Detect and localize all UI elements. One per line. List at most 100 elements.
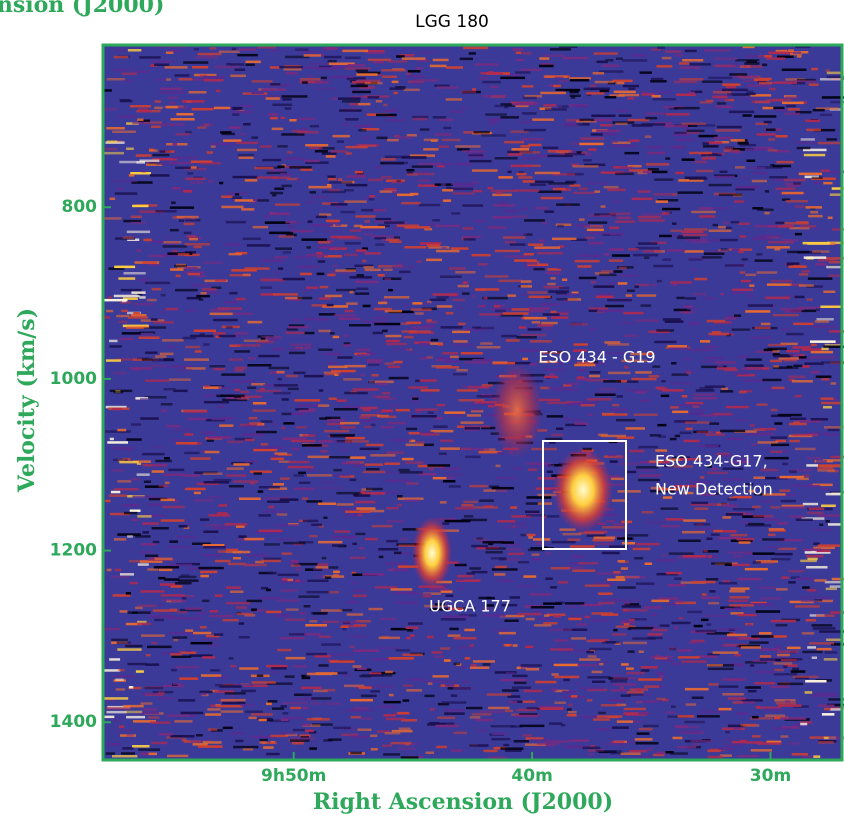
noise-stripe	[222, 133, 235, 136]
noise-stripe	[719, 638, 738, 641]
noise-stripe	[635, 738, 653, 741]
noise-stripe	[753, 561, 761, 564]
noise-stripe	[372, 374, 379, 377]
noise-stripe	[139, 296, 145, 299]
noise-stripe	[114, 488, 139, 491]
noise-stripe	[586, 92, 604, 95]
noise-stripe	[762, 379, 781, 382]
noise-stripe	[410, 634, 414, 637]
noise-stripe	[144, 481, 151, 484]
noise-stripe	[666, 518, 684, 521]
noise-stripe	[662, 554, 667, 557]
noise-stripe	[297, 404, 321, 407]
noise-stripe	[387, 404, 401, 407]
noise-stripe	[745, 55, 764, 58]
noise-stripe	[277, 371, 285, 374]
noise-stripe	[661, 525, 681, 528]
x-axis-label: Right Ascension (J2000)	[313, 789, 613, 815]
noise-stripe	[121, 289, 142, 292]
noise-stripe	[430, 299, 446, 302]
noise-stripe	[381, 158, 396, 161]
noise-stripe	[114, 56, 128, 59]
noise-stripe	[550, 48, 571, 51]
noise-stripe	[411, 351, 416, 354]
noise-stripe	[355, 171, 363, 174]
noise-stripe	[725, 564, 732, 567]
noise-stripe	[404, 336, 414, 339]
noise-stripe	[391, 439, 411, 442]
noise-stripe	[179, 617, 202, 620]
noise-stripe	[138, 108, 148, 111]
noise-stripe	[588, 753, 594, 756]
noise-stripe	[454, 637, 477, 640]
noise-stripe	[351, 85, 368, 88]
noise-stripe	[345, 236, 358, 239]
noise-stripe	[242, 433, 263, 436]
noise-stripe	[610, 680, 627, 683]
noise-stripe	[305, 346, 311, 349]
noise-stripe	[722, 516, 731, 519]
noise-stripe	[602, 413, 628, 416]
noise-stripe	[475, 288, 499, 291]
noise-stripe	[742, 258, 748, 261]
noise-stripe	[280, 637, 305, 640]
noise-stripe	[120, 573, 134, 576]
noise-stripe	[773, 81, 797, 84]
noise-stripe	[689, 152, 712, 155]
noise-stripe	[615, 220, 635, 223]
noise-stripe	[586, 232, 612, 235]
noise-stripe	[645, 135, 652, 138]
noise-stripe	[781, 659, 797, 662]
noise-stripe	[776, 188, 795, 191]
noise-stripe	[568, 618, 581, 621]
noise-stripe	[616, 217, 631, 220]
noise-stripe	[617, 720, 633, 723]
noise-stripe	[672, 622, 691, 625]
noise-stripe	[713, 91, 731, 94]
noise-stripe	[768, 52, 792, 55]
noise-stripe	[312, 617, 316, 620]
noise-stripe	[266, 753, 280, 756]
noise-stripe	[104, 697, 128, 700]
noise-stripe	[733, 727, 741, 730]
noise-stripe	[118, 116, 136, 119]
noise-stripe	[184, 223, 195, 226]
noise-stripe	[797, 55, 801, 58]
noise-stripe	[724, 147, 733, 150]
noise-stripe	[708, 668, 734, 671]
noise-stripe	[645, 113, 665, 116]
noise-stripe	[634, 414, 658, 417]
noise-stripe	[796, 519, 813, 522]
noise-stripe	[458, 285, 469, 288]
noise-stripe	[246, 64, 255, 67]
noise-stripe	[512, 48, 523, 51]
noise-stripe	[421, 433, 439, 436]
noise-stripe	[290, 739, 310, 742]
noise-stripe	[550, 586, 557, 589]
noise-stripe	[612, 633, 626, 636]
noise-stripe	[221, 699, 246, 702]
noise-stripe	[727, 634, 747, 637]
noise-stripe	[113, 675, 134, 678]
noise-stripe	[319, 389, 323, 392]
noise-stripe	[771, 686, 790, 689]
noise-stripe	[357, 274, 364, 277]
noise-stripe	[626, 389, 651, 392]
noise-stripe	[684, 250, 703, 253]
noise-stripe	[694, 625, 703, 628]
noise-stripe	[734, 555, 743, 558]
noise-stripe	[278, 599, 300, 602]
noise-stripe	[150, 60, 174, 63]
noise-stripe	[559, 80, 568, 83]
noise-stripe	[795, 233, 802, 236]
noise-stripe	[251, 713, 273, 716]
noise-stripe	[178, 253, 190, 256]
noise-stripe	[440, 501, 447, 504]
noise-stripe	[350, 291, 354, 294]
noise-stripe	[281, 705, 287, 708]
noise-stripe	[492, 732, 506, 735]
noise-stripe	[334, 530, 350, 533]
noise-stripe	[692, 697, 704, 700]
noise-stripe	[289, 166, 311, 169]
noise-stripe	[492, 361, 507, 364]
